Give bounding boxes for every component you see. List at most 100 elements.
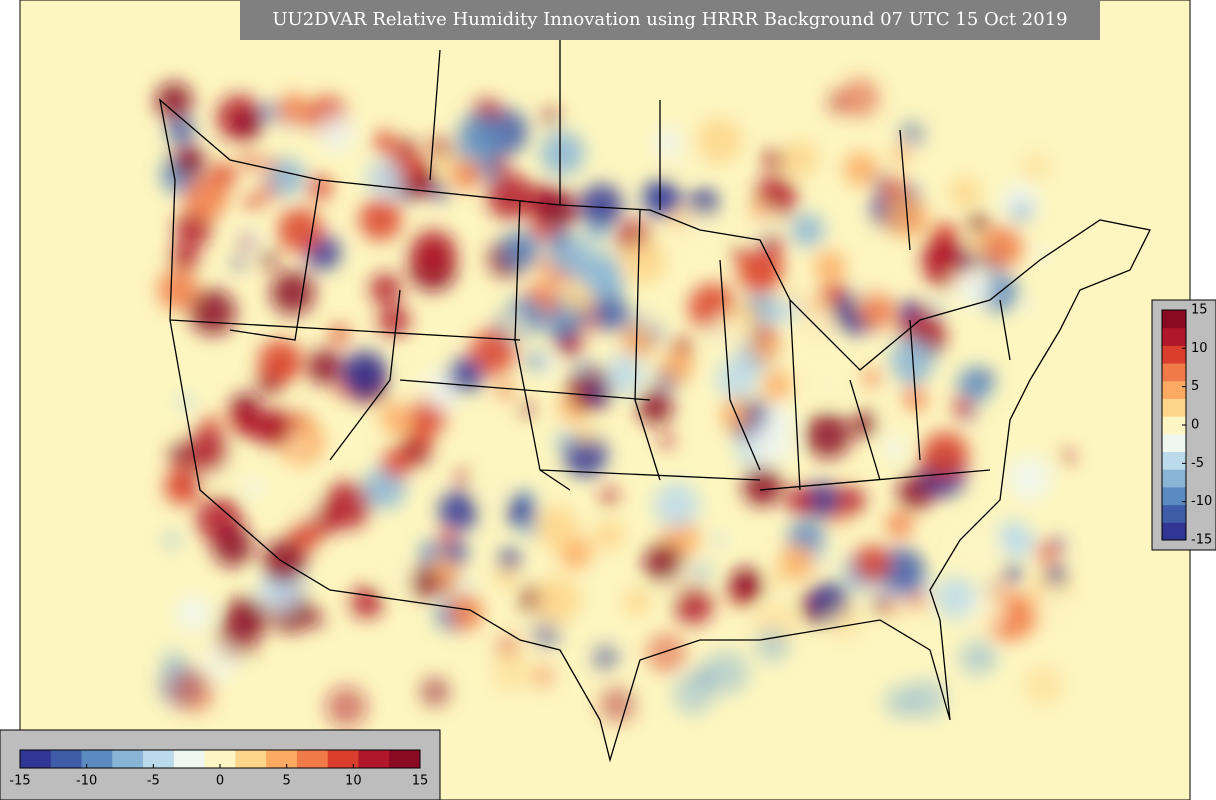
field-blob [693,563,710,580]
field-blob [884,195,928,238]
field-blob [334,383,348,397]
field-blob [264,579,299,614]
field-blob [293,494,319,520]
colorbar-segment [1162,398,1186,417]
tick-label: 15 [1191,303,1208,318]
field-blob [621,324,655,358]
field-blob [858,291,896,330]
field-blob [949,177,981,209]
colorbar-segment [20,750,52,768]
field-blob [604,354,645,395]
field-blob [1050,538,1064,552]
field-blob [814,251,846,283]
field-blob [621,239,667,285]
field-blob [549,231,568,250]
field-blob [659,433,674,448]
tick-label: 5 [283,774,291,789]
field-blob [556,432,573,449]
field-blob [506,499,534,526]
tick-label: -10 [76,774,97,789]
field-blob [1011,202,1032,222]
field-blob [521,402,534,416]
field-blob [574,250,621,296]
tick-label: 10 [1191,341,1208,356]
field-blob [715,357,758,400]
colorbar-segment [1162,433,1186,453]
field-blob [898,121,925,148]
field-blob [452,160,482,190]
field-blob [291,435,307,451]
field-blob [774,298,799,323]
field-blob [495,565,519,589]
field-blob [469,330,515,376]
field-blob [178,394,193,410]
field-blob [1061,450,1074,463]
field-blob [646,632,687,673]
colorbar-segment [1162,416,1186,435]
field-blob [255,409,293,447]
field-blob [770,571,787,588]
tick-label: 0 [1191,418,1199,433]
field-blob [977,596,1006,625]
colorbar-segment [112,750,144,768]
field-blob [642,178,682,217]
field-blob [262,539,307,584]
field-blob [593,519,625,551]
field-blob [858,593,871,606]
field-blob [447,357,483,394]
field-blob [653,128,682,157]
field-blob [799,306,837,343]
field-blob [591,294,629,332]
field-blob [260,250,278,268]
field-blob [491,156,509,174]
field-blob [1006,527,1036,558]
colorbar-segment [358,750,390,768]
field-blob [232,255,246,269]
field-blob [952,397,971,416]
field-blob [874,174,887,187]
field-blob [934,576,978,619]
field-blob [928,300,944,316]
colorbar-segment [173,750,206,768]
field-blob [526,352,545,371]
colorbar-segment [296,750,329,768]
field-blob [600,488,618,505]
field-blob [907,591,926,610]
field-blob [260,102,280,122]
field-blob [720,400,750,430]
field-blob [949,270,963,284]
field-blob [381,448,413,479]
tick-label: -10 [1191,494,1212,509]
field-blob [241,153,257,169]
tick-label: -15 [1191,533,1212,548]
state-lines [169,40,1011,491]
field-blob [884,685,918,719]
colorbar-segment [235,750,267,768]
field-blob [643,542,684,582]
field-blob [653,482,700,529]
field-blob [157,269,199,311]
field-blob [790,213,825,247]
field-blob [862,368,881,387]
field-blob [270,270,315,315]
field-blob [816,371,847,402]
field-blob [359,198,402,241]
field-blob [696,117,743,164]
field-blob [803,481,841,519]
field-blob [498,548,521,571]
field-blob [532,619,561,648]
field-blob [307,175,333,201]
field-blob [161,649,185,673]
field-blob [563,433,608,477]
field-blob [277,93,310,126]
field-blob [183,175,228,221]
field-blob [487,173,534,220]
field-blob [637,389,673,425]
field-blob [399,138,416,155]
field-blob [779,543,816,580]
field-blob [1007,456,1052,501]
field-blob [447,594,484,630]
field-blob [378,305,410,337]
field-blob [956,272,991,308]
field-blob [805,412,852,459]
